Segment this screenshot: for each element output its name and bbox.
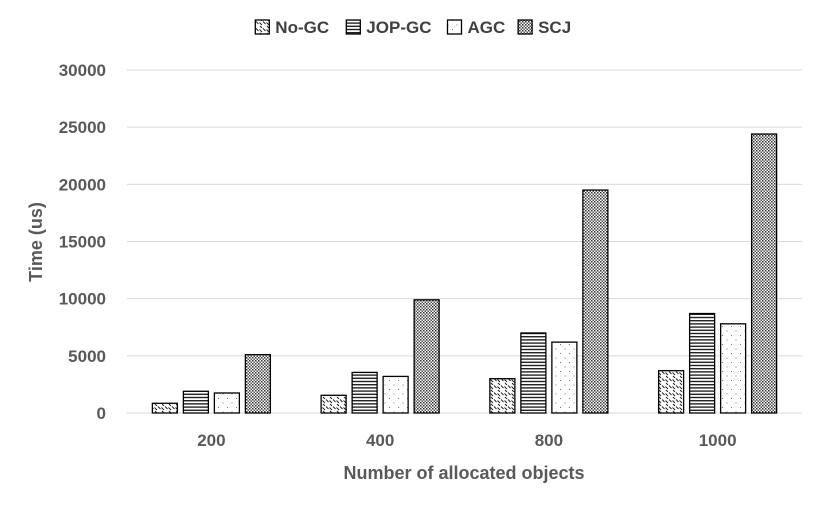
- y-axis-title: Time (us): [26, 202, 46, 282]
- bar-no-gc-1000: [657, 370, 685, 414]
- bar-no-gc-400: [320, 394, 347, 414]
- y-tick-label: 25000: [59, 118, 106, 137]
- bar-no-gc-200: [151, 402, 179, 414]
- x-tick-label: 200: [197, 431, 225, 450]
- bar-agc-200: [213, 392, 241, 414]
- x-tick-label: 400: [366, 431, 394, 450]
- y-tick-label: 0: [97, 404, 106, 423]
- bar-agc-400: [382, 375, 409, 414]
- legend-swatch-jop-gc: [345, 19, 361, 35]
- gridlines: [127, 69, 802, 414]
- legend: No-GC JOP-GC AGC SCJ: [254, 18, 571, 37]
- legend-label-no-gc: No-GC: [275, 18, 329, 37]
- x-axis-ticks: 200 400 800 1000: [197, 431, 736, 450]
- bar-jop-gc-1000: [688, 312, 716, 414]
- legend-swatch-no-gc: [254, 19, 270, 35]
- y-tick-label: 20000: [59, 175, 106, 194]
- y-tick-label: 5000: [68, 347, 106, 366]
- bar-agc-1000: [719, 323, 747, 414]
- bar-scj-800: [582, 189, 609, 414]
- legend-swatch-agc: [446, 19, 463, 35]
- bar-scj-400: [413, 299, 440, 414]
- bar-jop-gc-200: [182, 390, 210, 414]
- legend-label-scj: SCJ: [538, 18, 571, 37]
- bar-jop-gc-400: [351, 371, 378, 414]
- x-tick-label: 800: [535, 431, 563, 450]
- bar-agc-800: [551, 341, 578, 414]
- legend-swatch-scj: [517, 19, 533, 35]
- y-tick-label: 15000: [59, 233, 106, 252]
- bar-scj-200: [244, 354, 272, 414]
- y-tick-label: 30000: [59, 61, 106, 80]
- x-axis-title: Number of allocated objects: [343, 463, 584, 483]
- bar-jop-gc-800: [520, 332, 547, 414]
- bar-no-gc-800: [489, 378, 516, 414]
- x-tick-label: 1000: [699, 431, 737, 450]
- legend-label-jop-gc: JOP-GC: [366, 18, 431, 37]
- legend-label-agc: AGC: [468, 18, 506, 37]
- bar-scj-1000: [750, 133, 778, 414]
- y-axis-ticks: 0 5000 10000 15000 20000 25000 30000: [59, 61, 106, 423]
- bars: [151, 133, 778, 414]
- y-tick-label: 10000: [59, 290, 106, 309]
